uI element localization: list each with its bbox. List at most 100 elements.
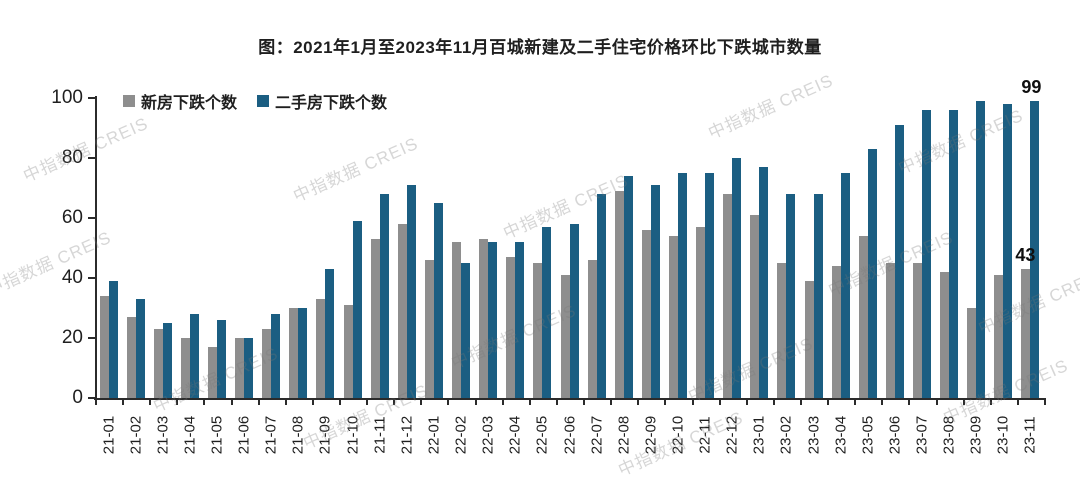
- x-tick: [854, 400, 857, 405]
- x-axis-label-21-07: 21-07: [262, 415, 280, 455]
- x-tick: [528, 400, 531, 405]
- bar-secondhand-23-08: [949, 110, 959, 398]
- y-axis: [95, 96, 97, 398]
- bar-new-23-02: [777, 263, 787, 398]
- x-axis-label-21-10: 21-10: [344, 415, 362, 455]
- bar-secondhand-21-11: [379, 194, 389, 398]
- bar-new-22-07: [587, 260, 597, 398]
- x-axis-label-22-05: 22-05: [533, 415, 551, 455]
- x-tick: [637, 400, 640, 405]
- y-tick: [88, 97, 95, 99]
- watermark-text: 中指数据 CREIS: [20, 113, 152, 186]
- x-tick: [122, 400, 125, 405]
- x-tick: [366, 400, 369, 405]
- bar-secondhand-21-10: [352, 221, 362, 398]
- bar-new-23-08: [940, 272, 950, 398]
- x-axis-label-21-02: 21-02: [127, 415, 145, 455]
- legend-label-new-homes: 新房下跌个数: [141, 95, 238, 112]
- x-axis-label-22-11: 22-11: [696, 416, 714, 454]
- watermark-text: 中指数据 CREIS: [0, 227, 115, 300]
- x-tick: [772, 400, 775, 405]
- x-tick: [799, 400, 802, 405]
- x-axis-label-23-05: 23-05: [859, 415, 877, 455]
- bar-new-22-01: [424, 260, 434, 398]
- x-tick: [664, 400, 667, 405]
- x-axis-label-23-04: 23-04: [832, 415, 850, 455]
- x-tick: [501, 400, 504, 405]
- x-axis-label-23-02: 23-02: [777, 415, 795, 455]
- x-axis-label-23-10: 23-10: [994, 415, 1012, 455]
- bar-secondhand-23-03: [813, 194, 823, 398]
- x-tick: [691, 400, 694, 405]
- x-axis-label-22-02: 22-02: [452, 415, 470, 455]
- bar-secondhand-23-05: [867, 149, 877, 398]
- bar-secondhand-23-02: [786, 194, 796, 398]
- x-tick: [420, 400, 423, 405]
- x-tick: [393, 400, 396, 405]
- y-tick-label: 80: [61, 147, 83, 168]
- x-tick: [95, 400, 97, 405]
- x-tick: [339, 400, 342, 405]
- bar-new-23-06: [885, 263, 895, 398]
- bar-new-21-11: [370, 239, 380, 398]
- x-axis: [94, 398, 1046, 400]
- legend-swatch-new-homes-icon: [123, 95, 135, 107]
- x-axis-label-22-07: 22-07: [588, 415, 606, 455]
- x-axis-label-21-12: 21-12: [398, 415, 416, 455]
- bar-secondhand-22-12: [732, 158, 742, 398]
- x-tick: [176, 400, 179, 405]
- bar-secondhand-22-05: [542, 227, 552, 398]
- bar-secondhand-22-07: [596, 194, 606, 398]
- x-axis-label-23-06: 23-06: [886, 415, 904, 455]
- y-tick: [88, 337, 95, 339]
- x-tick: [555, 400, 558, 405]
- bar-new-21-07: [262, 329, 272, 398]
- bar-new-23-09: [967, 308, 977, 398]
- x-axis-label-23-11: 23-11: [1021, 416, 1039, 454]
- bar-new-22-04: [506, 257, 516, 398]
- y-tick: [88, 157, 95, 159]
- x-axis-label-22-04: 22-04: [506, 415, 524, 455]
- x-tick: [745, 400, 748, 405]
- bar-new-23-01: [750, 215, 760, 398]
- legend: 新房下跌个数 二手房下跌个数: [123, 89, 387, 113]
- x-tick: [718, 400, 721, 405]
- x-tick: [989, 400, 992, 405]
- x-axis-label-21-05: 21-05: [208, 415, 226, 455]
- x-tick: [881, 400, 884, 405]
- legend-label-secondhand-homes: 二手房下跌个数: [275, 95, 388, 112]
- x-tick: [935, 400, 938, 405]
- legend-item-new-homes: 新房下跌个数: [123, 89, 237, 113]
- bar-secondhand-21-08: [298, 308, 308, 398]
- bar-secondhand-23-01: [759, 167, 769, 398]
- x-axis-label-23-07: 23-07: [913, 415, 931, 455]
- x-tick: [284, 400, 287, 405]
- bar-secondhand-22-02: [461, 263, 471, 398]
- bar-new-21-01: [99, 296, 109, 398]
- bar-secondhand-22-03: [488, 242, 498, 398]
- x-axis-label-22-01: 22-01: [425, 415, 443, 455]
- x-tick: [610, 400, 613, 405]
- bar-secondhand-22-08: [623, 176, 633, 398]
- x-axis-label-21-09: 21-09: [316, 415, 334, 455]
- bar-new-22-02: [452, 242, 462, 398]
- watermark-text: 中指数据 CREIS: [705, 70, 837, 143]
- x-tick: [908, 400, 911, 405]
- bar-new-22-08: [614, 191, 624, 398]
- bar-new-22-06: [560, 275, 570, 398]
- bar-new-22-10: [668, 236, 678, 398]
- x-tick: [203, 400, 206, 405]
- x-axis-label-21-11: 21-11: [371, 416, 389, 454]
- watermark-text: 中指数据 CREIS: [500, 170, 632, 243]
- bar-new-22-05: [533, 263, 543, 398]
- y-tick: [88, 277, 95, 279]
- bar-secondhand-22-09: [650, 185, 660, 398]
- x-axis-label-23-03: 23-03: [805, 415, 823, 455]
- bar-secondhand-21-03: [162, 323, 172, 398]
- bar-new-21-12: [397, 224, 407, 398]
- bar-secondhand-21-05: [217, 320, 226, 398]
- bar-secondhand-21-12: [406, 185, 416, 398]
- bar-new-21-09: [316, 299, 326, 398]
- x-tick: [1044, 400, 1046, 405]
